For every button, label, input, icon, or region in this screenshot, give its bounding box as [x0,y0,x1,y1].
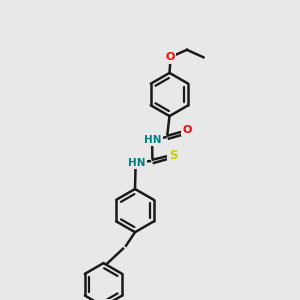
Text: HN: HN [128,158,145,168]
Text: O: O [183,124,192,135]
Text: HN: HN [144,135,162,145]
Text: O: O [166,52,175,62]
Text: S: S [169,148,177,162]
